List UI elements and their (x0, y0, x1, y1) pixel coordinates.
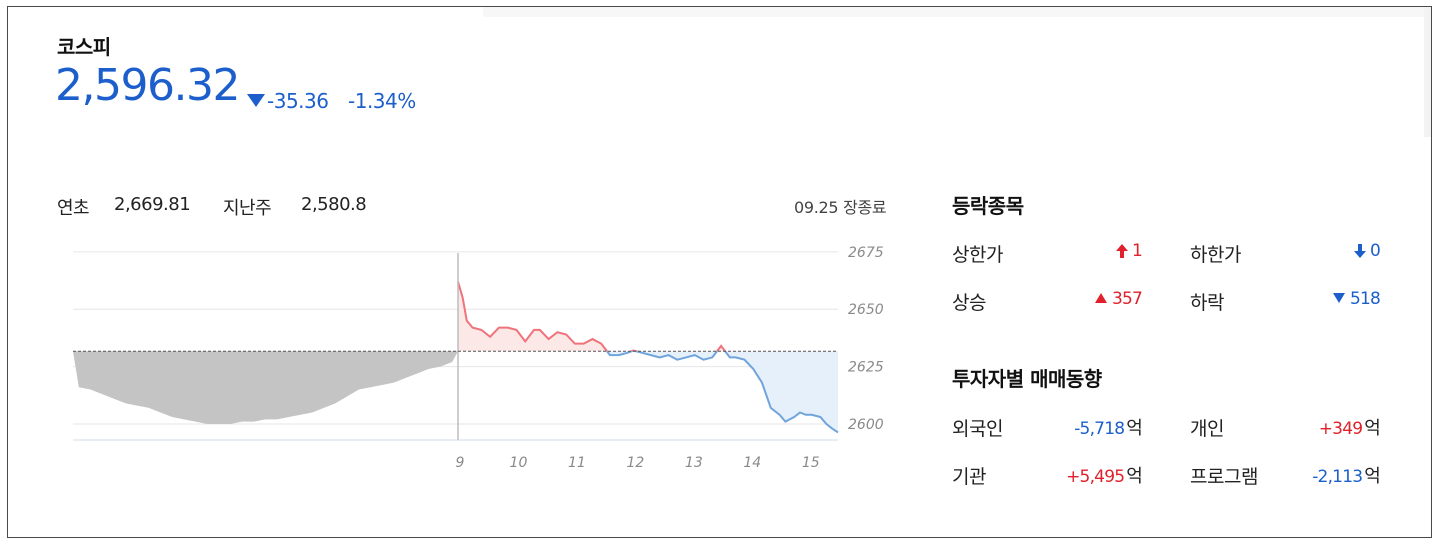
individual-label: 개인 (1190, 418, 1224, 440)
y-tick-label: 2600 (848, 417, 884, 433)
individual-amount: +349 억 (1318, 414, 1381, 440)
program-amount: -2,113 억 (1312, 462, 1381, 488)
x-tick-label: 10 (510, 455, 528, 471)
market-status: 09.25 장종료 (794, 198, 887, 217)
investor-flow-title: 투자자별 매매동향 (952, 367, 1102, 391)
decline-value: 518 (1349, 289, 1381, 309)
individual-value: +349 (1318, 419, 1363, 439)
upper-limit-value: 1 (1131, 241, 1143, 261)
program-unit: 억 (1364, 466, 1381, 487)
arrow-down-icon (1353, 244, 1366, 258)
program-value: -2,113 (1312, 467, 1363, 487)
advance-value: 357 (1111, 289, 1143, 309)
institution-amount: +5,495 억 (1066, 462, 1143, 488)
lower-limit-label: 하한가 (1190, 244, 1241, 266)
down-triangle-icon (247, 94, 265, 107)
lower-limit-count: 0 (1353, 241, 1381, 261)
program-label: 프로그램 (1190, 466, 1258, 488)
last-week-label: 지난주 (223, 198, 272, 219)
x-tick-label: 9 (456, 455, 465, 471)
x-tick-label: 12 (626, 455, 644, 471)
y-tick-label: 2650 (848, 302, 884, 318)
down-triangle-icon (1332, 293, 1345, 303)
top-shade (483, 7, 1431, 17)
arrow-up-icon (1115, 244, 1128, 258)
market-index-widget (7, 6, 1432, 538)
advance-label: 상승 (952, 292, 986, 314)
y-tick-label: 2675 (848, 245, 884, 261)
today-line-down (605, 351, 839, 434)
individual-unit: 억 (1364, 418, 1381, 439)
foreign-unit: 억 (1126, 418, 1143, 439)
institution-unit: 억 (1126, 466, 1143, 487)
decline-count: 518 (1332, 289, 1381, 309)
index-change-percent: -1.34% (348, 89, 416, 113)
foreign-label: 외국인 (952, 418, 1003, 440)
index-price: 2,596.32 (55, 60, 240, 111)
year-start-value: 2,669.81 (114, 194, 191, 215)
upper-limit-label: 상한가 (952, 244, 1003, 266)
x-tick-label: 11 (568, 455, 586, 471)
advance-decline-title: 등락종목 (952, 194, 1024, 218)
x-tick-label: 14 (743, 455, 761, 471)
index-name[interactable]: 코스피 (57, 35, 111, 59)
upper-limit-count: 1 (1115, 241, 1143, 261)
decline-label: 하락 (1190, 292, 1224, 314)
today-area-down (458, 351, 838, 433)
index-change: -35.36 (267, 89, 329, 113)
last-week-value: 2,580.8 (301, 194, 367, 215)
x-tick-label: 15 (802, 455, 820, 471)
today-line-up (457, 281, 727, 352)
foreign-amount: -5,718 억 (1074, 414, 1143, 440)
up-triangle-icon (1094, 293, 1107, 303)
year-start-label: 연초 (57, 198, 90, 219)
advance-count: 357 (1094, 289, 1143, 309)
today-area-up (458, 281, 726, 352)
institution-value: +5,495 (1066, 467, 1125, 487)
x-tick-label: 13 (685, 455, 703, 471)
foreign-value: -5,718 (1074, 419, 1125, 439)
institution-label: 기관 (952, 466, 986, 488)
y-tick-label: 2625 (848, 360, 884, 376)
previous-session-area (73, 351, 458, 424)
right-shade (1424, 7, 1431, 137)
lower-limit-value: 0 (1369, 241, 1381, 261)
